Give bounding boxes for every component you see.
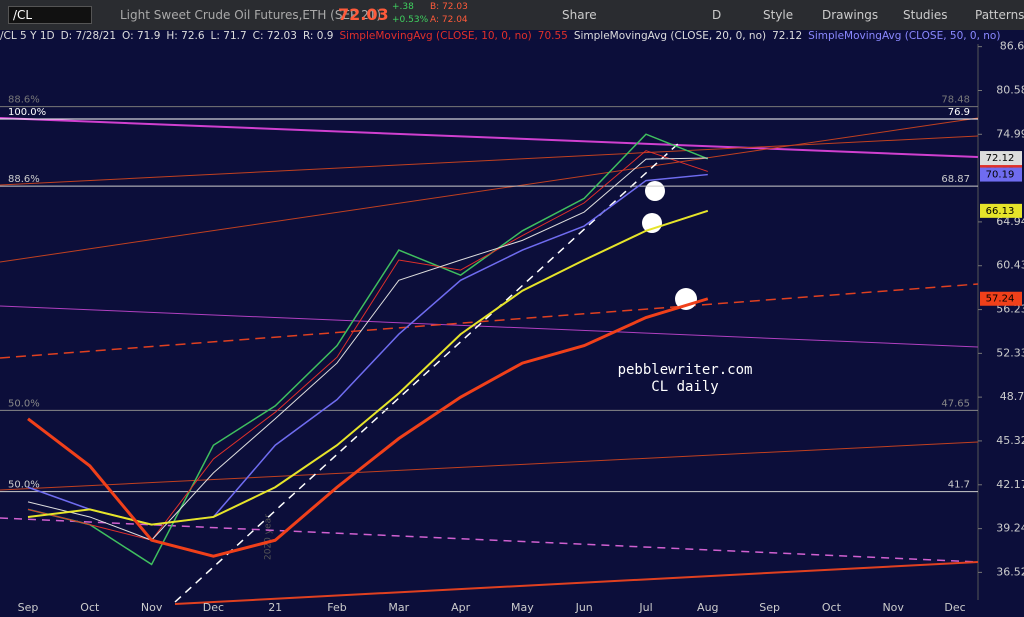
x-tick-label: Jun [575, 601, 593, 614]
fib-value: 68.87 [941, 174, 970, 185]
info: /CL 5 Y 1D [0, 30, 55, 42]
y-tick-label: 64.94 [996, 215, 1024, 228]
symbol-box[interactable]: /CL [8, 6, 92, 24]
price-tag [980, 291, 1022, 306]
trendline [0, 517, 979, 563]
trendline [0, 117, 979, 158]
fib-value: 78.48 [941, 95, 970, 106]
info: H: 72.6 [166, 30, 205, 42]
toolbar: /CL Light Sweet Crude Oil Futures,ETH (S… [0, 0, 1024, 30]
series-line [27, 150, 708, 541]
ask: A: 72.04 [430, 15, 468, 25]
y-tick-label: 86.6 [1000, 40, 1024, 53]
y-tick-label: 60.43 [996, 259, 1024, 272]
x-tick-label: Sep [18, 601, 39, 614]
fib-value: 76.9 [948, 107, 970, 118]
button[interactable]: Style [763, 8, 794, 22]
x-tick-label: 21 [268, 601, 282, 614]
series-line [27, 133, 709, 566]
year-marker: 2020 year [264, 514, 274, 560]
y-tick-label: 36.52 [996, 565, 1024, 578]
legend-entry: SimpleMovingAvg (CLOSE, 20, 0, no) [573, 30, 767, 42]
series-line [27, 157, 708, 541]
fib-label: 88.6% [8, 95, 40, 106]
y-tick-label: 39.24 [996, 522, 1024, 535]
y-tick-label: 80.58 [996, 84, 1024, 97]
x-tick-label: Sep [759, 601, 780, 614]
fib-label: 88.6% [8, 174, 40, 185]
button[interactable]: Share [562, 8, 597, 22]
price-tag-label: 66.13 [986, 206, 1015, 217]
price-axis [978, 30, 1024, 600]
series-line [27, 297, 709, 558]
fib-value: 47.65 [941, 398, 970, 409]
button[interactable]: Studies [903, 8, 948, 22]
price-tag [980, 203, 1022, 218]
x-tick-label: Dec [944, 601, 965, 614]
x-tick-label: Nov [141, 601, 163, 614]
legend-value: 70.55 [537, 30, 568, 42]
info: D: 7/28/21 [60, 30, 117, 42]
fib-label: 50.0% [8, 398, 40, 409]
button[interactable]: Drawings [822, 8, 879, 22]
x-tick-label: Apr [451, 601, 471, 614]
change: +.38 [392, 2, 414, 12]
price-tag [980, 151, 1022, 166]
y-tick-label: 42.17 [996, 478, 1024, 491]
x-tick-label: Feb [327, 601, 346, 614]
fib-value: 41.7 [948, 480, 970, 491]
x-tick-label: Mar [388, 601, 409, 614]
button[interactable]: Patterns [975, 8, 1024, 22]
y-tick-label: 56.23 [996, 303, 1024, 316]
marker [642, 213, 662, 233]
y-tick-label: 74.99 [996, 127, 1024, 140]
x-tick-label: Oct [822, 601, 842, 614]
x-tick-label: Aug [697, 601, 718, 614]
trendline [174, 561, 979, 605]
price-tag [980, 167, 1022, 182]
x-tick-label: Nov [882, 601, 904, 614]
legend-value: 72.12 [772, 30, 803, 42]
legend-entry: SimpleMovingAvg (CLOSE, 50, 0, no) [808, 30, 1001, 42]
fib-label: 50.0% [8, 480, 40, 491]
annotation: CL daily [651, 379, 718, 395]
x-tick-label: Dec [203, 601, 224, 614]
price-tag-label: 70.19 [986, 170, 1015, 181]
info: O: 71.9 [122, 30, 161, 42]
x-tick-label: Jul [638, 601, 652, 614]
y-tick-label: 45.32 [996, 434, 1024, 447]
info: C: 72.03 [252, 30, 297, 42]
price-tag-label: 72.12 [986, 153, 1015, 164]
x-tick-label: May [511, 601, 534, 614]
trendline [0, 305, 979, 348]
price-tag-label: 57.24 [986, 294, 1015, 305]
y-tick-label: 48.7 [1000, 390, 1024, 403]
fib-label: 100.0% [8, 107, 46, 118]
change-pct: +0.53% [392, 15, 429, 25]
x-tick-label: Oct [80, 601, 100, 614]
description: Light Sweet Crude Oil Futures,ETH (SEP 2… [120, 8, 382, 22]
trendline [0, 283, 979, 359]
last-price: 72.03 [338, 5, 389, 24]
trendline [0, 135, 979, 186]
marker [645, 181, 665, 201]
trendline [0, 441, 979, 491]
info-line: /CL 5 Y 1D D: 7/28/21 O: 71.9 H: 72.6 L: 71.… [0, 30, 1000, 44]
info: L: 71.7 [210, 30, 247, 42]
info: R: 0.9 [302, 30, 334, 42]
trendline [174, 141, 681, 603]
bid: B: 72.03 [430, 2, 468, 12]
button[interactable]: D [712, 8, 722, 22]
legend-entry: SimpleMovingAvg (CLOSE, 10, 0, no) [339, 30, 532, 42]
trendline [0, 117, 979, 263]
y-tick-label: 52.33 [996, 346, 1024, 359]
series-line [27, 209, 709, 526]
annotation: pebblewriter.com [618, 362, 753, 378]
